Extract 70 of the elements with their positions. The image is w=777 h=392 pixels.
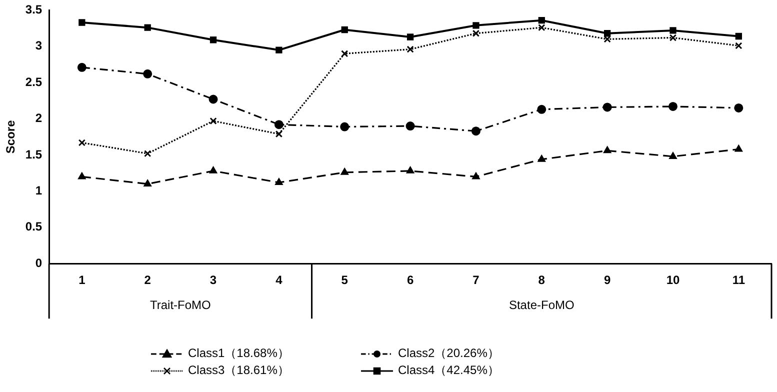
x-tick-label: 2 [144,273,152,288]
point [274,120,284,130]
point [144,179,152,186]
x-tick-label: 9 [604,273,611,288]
point [604,36,611,43]
point [341,26,348,34]
point [538,154,546,162]
point [406,46,414,53]
y-tick-label: 0 [35,256,42,270]
y-tick-label: 2 [35,111,42,126]
point [735,42,742,50]
legend-label: Class3（18.61%） [188,362,290,379]
point [276,46,282,54]
point [144,150,152,158]
point [734,144,743,152]
point [604,30,611,37]
text: Trait-FoMO [150,298,211,312]
point [538,24,546,32]
point [340,168,349,175]
point [537,104,546,114]
x-tick-label: 3 [210,273,217,288]
point [143,69,152,78]
point [669,152,677,159]
point [735,32,742,40]
legend-label: Class2（20.26%） [398,345,500,362]
x-tick-label: 7 [472,273,480,288]
x-tick-label: 11 [732,273,746,288]
y-tick-label: 0.5 [25,220,42,234]
y-tick-label: 3.5 [25,2,42,17]
point [472,30,480,37]
x-tick-label: 1 [78,273,86,288]
point [603,146,612,154]
point [734,103,744,112]
point [78,139,86,146]
point [210,36,217,44]
text: State-FoMO [508,298,574,312]
point [78,19,86,26]
x-tick-label: 8 [538,273,546,288]
point [78,172,86,180]
point [472,22,480,29]
point [602,102,612,112]
point [669,34,677,42]
x-tick-label: 10 [666,273,680,288]
x-tick-label: 6 [406,273,414,288]
x-tick-label: 4 [276,273,283,288]
y-axis-title: Score [4,120,18,154]
point [406,166,414,174]
point [341,50,348,58]
y-tick-label: 3 [35,38,42,53]
point [77,62,86,72]
point [274,178,283,186]
legend-label: Class1（18.68%） [188,345,290,362]
point [275,130,283,138]
point [668,102,678,111]
y-tick-label: 1.5 [25,147,42,162]
point [340,122,350,132]
legend-label: Class4（42.45%） [398,362,500,379]
y-tick-label: 1 [35,184,42,198]
y-tick-label: 2.5 [25,74,42,89]
point [208,94,218,104]
x-tick-label: 5 [341,273,348,288]
point [209,166,218,174]
point [538,17,545,24]
point [406,122,415,131]
point [472,172,480,180]
point [144,24,151,31]
point [670,27,676,34]
point [471,126,480,136]
point [210,117,217,125]
point [406,34,414,40]
